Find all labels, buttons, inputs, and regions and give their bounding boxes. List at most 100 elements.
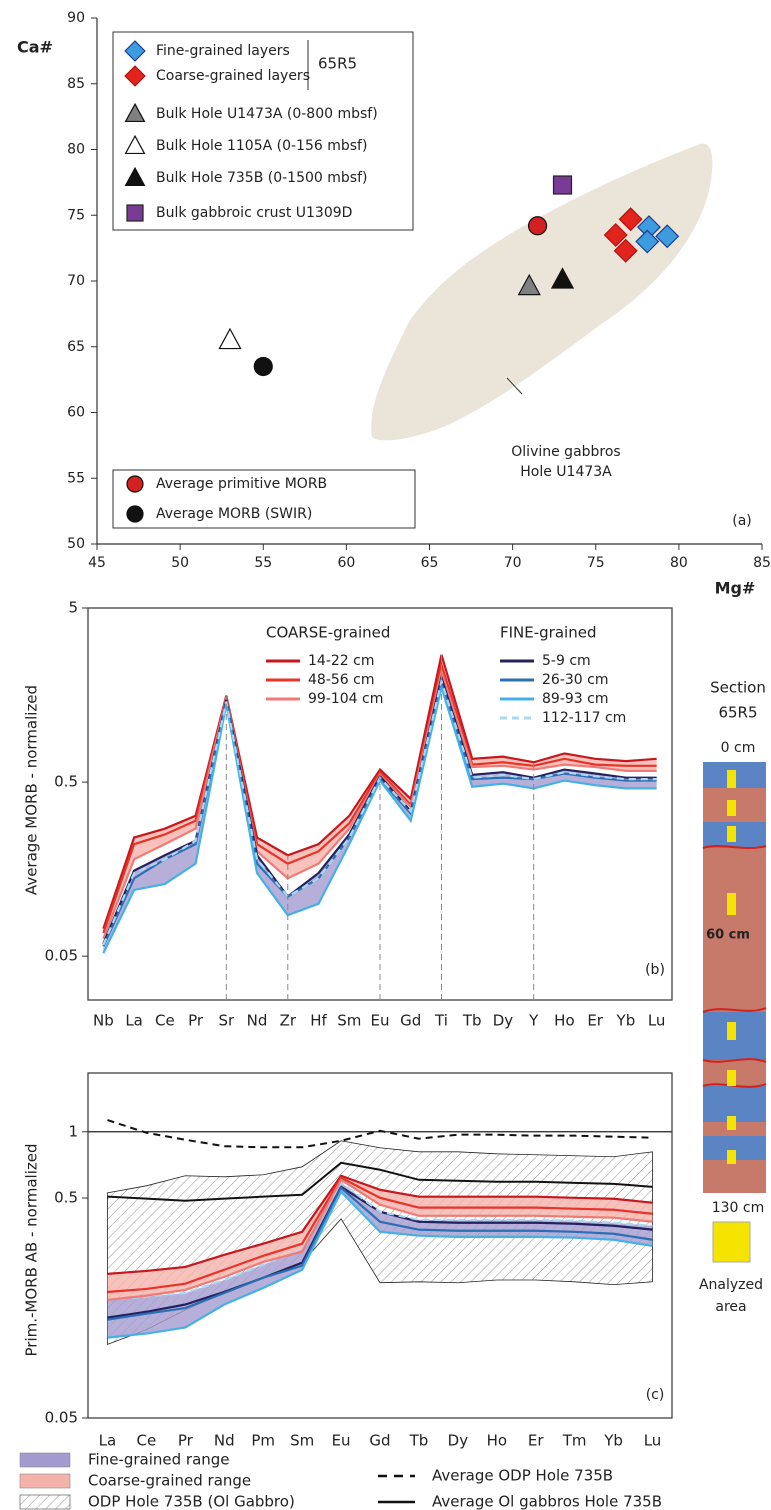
series-line [107,1119,653,1149]
legend-label: 99-104 cm [308,691,383,707]
legend-label: Fine-grained range [88,1451,230,1469]
x-tick-label: 45 [88,555,106,571]
x-tick-label: Pr [178,1432,194,1450]
legend-marker [126,505,144,523]
legend-label: 112-117 cm [542,710,626,726]
legend-marker [124,102,146,123]
x-tick-label: Eu [371,1012,390,1030]
x-tick-label: Zr [280,1012,297,1030]
section-title: Section [710,679,766,697]
x-tick-label: 60 [337,555,355,571]
leader-line [506,377,523,395]
legend-label: Average ODP Hole 735B [432,1467,613,1485]
legend-label: ODP Hole 735B (Ol Gabbro) [88,1493,295,1510]
legend-label: Average MORB (SWIR) [156,506,312,522]
y-tick-label: 80 [67,142,85,158]
x-tick-label: Dy [448,1432,469,1450]
y-tick-label: 60 [67,405,85,421]
legend-label: Fine-grained layers [156,43,290,59]
key-label: area [715,1299,746,1315]
section-title: 65R5 [718,704,757,722]
y-tick-label: 65 [67,339,85,355]
x-tick-label: 80 [670,555,688,571]
y-tick-label: 0.5 [54,773,78,791]
x-tick-label: Pm [251,1432,275,1450]
x-tick-label: Lu [644,1432,662,1450]
legend-swatch [19,1494,71,1510]
y-tick-label: 70 [67,273,85,289]
legend-label: 26-30 cm [542,672,608,688]
x-tick-label: 85 [753,555,771,571]
core-image [702,762,767,1193]
x-tick-label: Hf [310,1012,327,1030]
y-tick-label: 0.05 [45,1409,78,1427]
y-tick-label: 85 [67,76,85,92]
legend-label: Coarse-grained range [88,1472,251,1490]
point [618,207,643,232]
x-tick-label: Y [528,1012,539,1030]
point [527,216,548,236]
x-tick-label: 70 [504,555,522,571]
panel-label: (a) [732,513,752,529]
x-tick-label: 75 [587,555,605,571]
legend-label: Coarse-grained layers [156,68,310,84]
legend-label: Bulk gabbroic crust U1309D [156,205,352,221]
series-line [107,1181,653,1302]
x-tick-label: Nb [93,1012,114,1030]
y-axis-title: Prim.-MORB AB - normalized [23,1144,41,1357]
legend-group-label: 65R5 [318,55,357,73]
series-line [102,660,657,934]
series-line [107,1176,653,1294]
point [552,175,573,195]
legend-label: Bulk Hole 735B (0-1500 mbsf) [156,170,367,186]
x-tick-label: Ti [434,1012,448,1030]
x-tick-label: Tb [462,1012,482,1030]
legend-label: Bulk Hole 1105A (0-156 mbsf) [156,138,367,154]
x-tick-label: Gd [369,1432,390,1450]
key-swatch [712,1221,751,1263]
y-tick-label: 50 [67,536,85,552]
x-tick-label: Sm [290,1432,314,1450]
legend-label: 14-22 cm [308,653,374,669]
legend-marker [124,134,146,155]
point [517,273,541,296]
point [253,356,273,377]
x-tick-label: Sr [218,1012,235,1030]
annotation: Hole U1473A [520,464,612,480]
x-tick-label: Nd [247,1012,268,1030]
x-tick-label: Pr [188,1012,204,1030]
legend-marker [124,166,146,187]
legend-marker [126,475,144,493]
x-tick-label: 65 [421,555,439,571]
panel-label: (c) [646,1387,665,1403]
point [550,267,575,289]
y-tick-label: 90 [67,10,85,26]
x-tick-label: Ce [155,1012,175,1030]
x-tick-label: Tm [562,1432,587,1450]
x-tick-label: Ho [554,1012,574,1030]
legend-title: FINE-grained [500,624,596,642]
depth-label: 0 cm [721,740,756,756]
point [655,224,680,249]
x-tick-label: Ho [487,1432,507,1450]
depth-label: 60 cm [706,928,750,943]
legend-box [112,469,416,529]
y-tick-label: 1 [68,1122,78,1140]
y-axis-title: Average MORB - normalized [23,685,41,895]
y-axis-title: Ca# [17,38,53,57]
legend-label: Average Ol gabbros Hole 735B [432,1493,662,1510]
y-tick-label: 0.5 [54,1189,78,1207]
x-tick-label: La [99,1432,117,1450]
x-tick-label: 55 [254,555,272,571]
x-tick-label: Lu [648,1012,666,1030]
legend-label: Bulk Hole U1473A (0-800 mbsf) [156,106,378,122]
x-tick-label: Nd [214,1432,235,1450]
panel-label: (b) [645,962,665,978]
y-tick-label: 5 [68,599,78,617]
legend-title: COARSE-grained [266,624,390,642]
y-tick-label: 0.05 [45,947,78,965]
series-line [102,683,657,954]
x-tick-label: Er [587,1012,603,1030]
legend-marker [126,204,144,222]
